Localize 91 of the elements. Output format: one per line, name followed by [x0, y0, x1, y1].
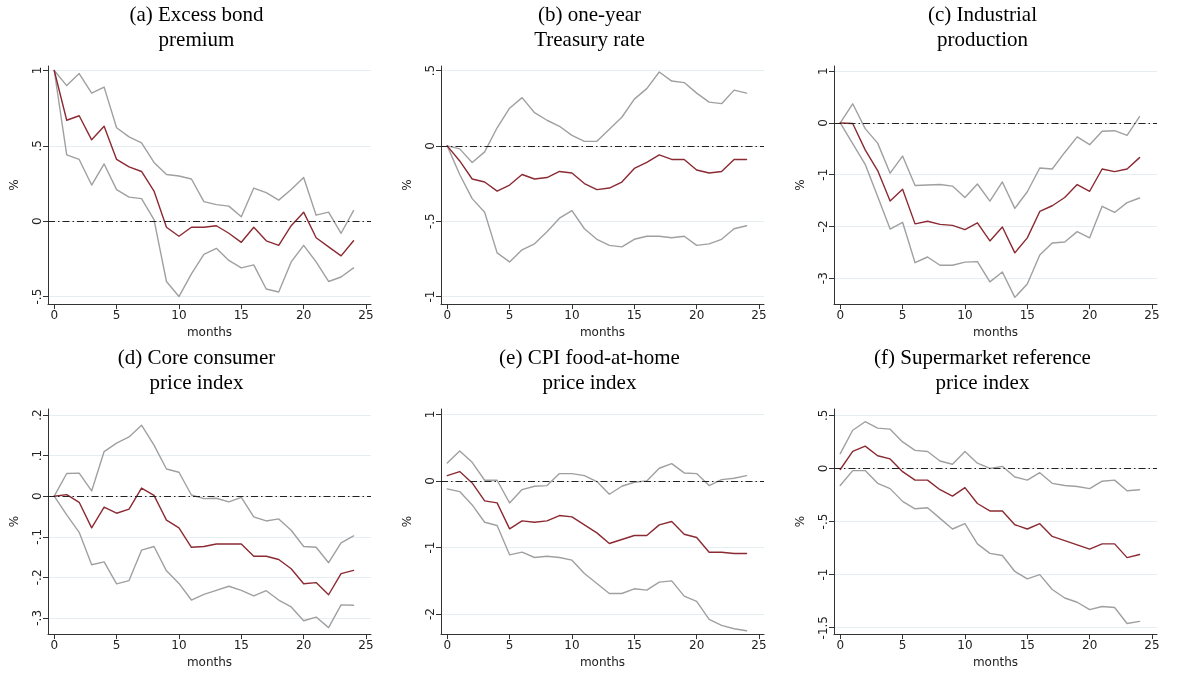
y-axis-title: % [7, 179, 21, 191]
y-tick-label: -2 [816, 220, 830, 233]
x-tick-label: 5 [505, 638, 514, 653]
x-tick-label: 15 [626, 308, 642, 323]
y-tick-label: -1 [423, 541, 437, 554]
y-tick-label: 1 [30, 66, 44, 75]
x-tick-label: 10 [171, 308, 187, 323]
x-tick-label: 15 [626, 638, 642, 653]
chart-title: (c) Industrial production [926, 1, 1038, 53]
y-tick-label: .5 [816, 409, 830, 422]
y-tick-label: -.5 [423, 213, 437, 230]
y-tick-label: -1.5 [816, 616, 830, 640]
y-tick-label: .5 [30, 140, 44, 152]
x-tick-label: 25 [358, 638, 374, 653]
line-series [839, 122, 1141, 254]
x-tick-label: 5 [898, 308, 907, 323]
y-axis-title: % [7, 515, 21, 528]
y-tick-label: .1 [30, 449, 44, 462]
line-series [446, 470, 748, 555]
x-tick-label: 0 [50, 638, 59, 653]
y-tick-label: -.5 [30, 288, 44, 305]
x-tick-label: 0 [443, 308, 452, 323]
y-tick-label: 1 [423, 410, 437, 419]
x-axis-title: months [579, 655, 626, 669]
x-tick-label: 25 [751, 308, 767, 323]
x-tick-label: 15 [1019, 638, 1035, 653]
x-tick-label: 10 [171, 638, 187, 653]
x-tick-label: 10 [957, 308, 973, 323]
x-tick-label: 0 [443, 638, 452, 653]
y-tick-label: -.3 [30, 609, 44, 626]
y-tick-label: -1 [816, 568, 830, 581]
y-tick-label: -1 [816, 168, 830, 181]
x-tick-label: 5 [112, 308, 121, 323]
y-tick-label: -2 [423, 608, 437, 621]
x-tick-label: 15 [233, 308, 249, 323]
y-tick-label: 0 [816, 119, 830, 127]
chart-title: (b) one-year Treasury rate [533, 1, 646, 53]
x-tick-label: 20 [296, 638, 312, 653]
chart-title: (a) Excess bond premium [128, 1, 265, 53]
y-tick-label: 0 [30, 492, 44, 501]
x-tick-label: 20 [1082, 638, 1098, 653]
line-series [839, 445, 1141, 559]
x-tick-label: 15 [233, 638, 249, 653]
x-tick-label: 25 [1144, 308, 1160, 323]
line-series [446, 488, 748, 632]
x-tick-label: 20 [296, 308, 312, 323]
x-tick-label: 0 [836, 308, 845, 323]
y-tick-label: 1 [816, 67, 830, 75]
y-tick-label: .5 [423, 64, 437, 77]
line-series [839, 421, 1141, 492]
y-tick-label: 0 [423, 142, 437, 150]
x-tick-label: 20 [1082, 308, 1098, 323]
x-tick-label: 20 [689, 638, 705, 653]
y-tick-label: .2 [30, 409, 44, 421]
x-tick-label: 5 [112, 638, 121, 653]
x-tick-label: 25 [358, 308, 374, 323]
chart-title: (f) Supermarket reference price index [873, 344, 1092, 396]
y-tick-label: -.1 [30, 528, 44, 545]
x-tick-label: 0 [50, 308, 59, 323]
line-series [446, 145, 748, 192]
x-axis-title: months [972, 325, 1019, 339]
y-tick-label: -3 [816, 272, 830, 285]
x-tick-label: 15 [1019, 308, 1035, 323]
y-axis-title: % [400, 515, 414, 528]
x-tick-label: 25 [1144, 638, 1160, 653]
x-axis-title: months [186, 325, 233, 339]
line-series [839, 469, 1141, 625]
y-axis-title: % [400, 179, 414, 191]
x-axis-title: months [579, 325, 626, 339]
y-axis-title: % [793, 179, 807, 191]
y-axis-title: % [793, 515, 807, 528]
x-tick-label: 10 [564, 308, 580, 323]
y-tick-label: -1 [423, 290, 437, 303]
chart-title: (e) CPI food-at-home price index [498, 344, 681, 396]
x-tick-label: 20 [689, 308, 705, 323]
x-tick-label: 10 [564, 638, 580, 653]
x-tick-label: 0 [836, 638, 845, 653]
y-tick-label: 0 [816, 464, 830, 473]
x-tick-label: 5 [505, 308, 514, 323]
x-tick-label: 5 [898, 638, 907, 653]
y-tick-label: 0 [30, 217, 44, 226]
line-series [53, 487, 355, 596]
x-tick-label: 25 [751, 638, 767, 653]
line-series [446, 450, 748, 504]
x-axis-title: months [972, 655, 1019, 669]
y-tick-label: -.2 [30, 569, 44, 586]
x-tick-label: 10 [957, 638, 973, 653]
y-tick-label: -.5 [816, 513, 830, 530]
y-tick-label: 0 [423, 477, 437, 485]
chart-title: (d) Core consumer price index [116, 344, 277, 396]
x-axis-title: months [186, 655, 233, 669]
